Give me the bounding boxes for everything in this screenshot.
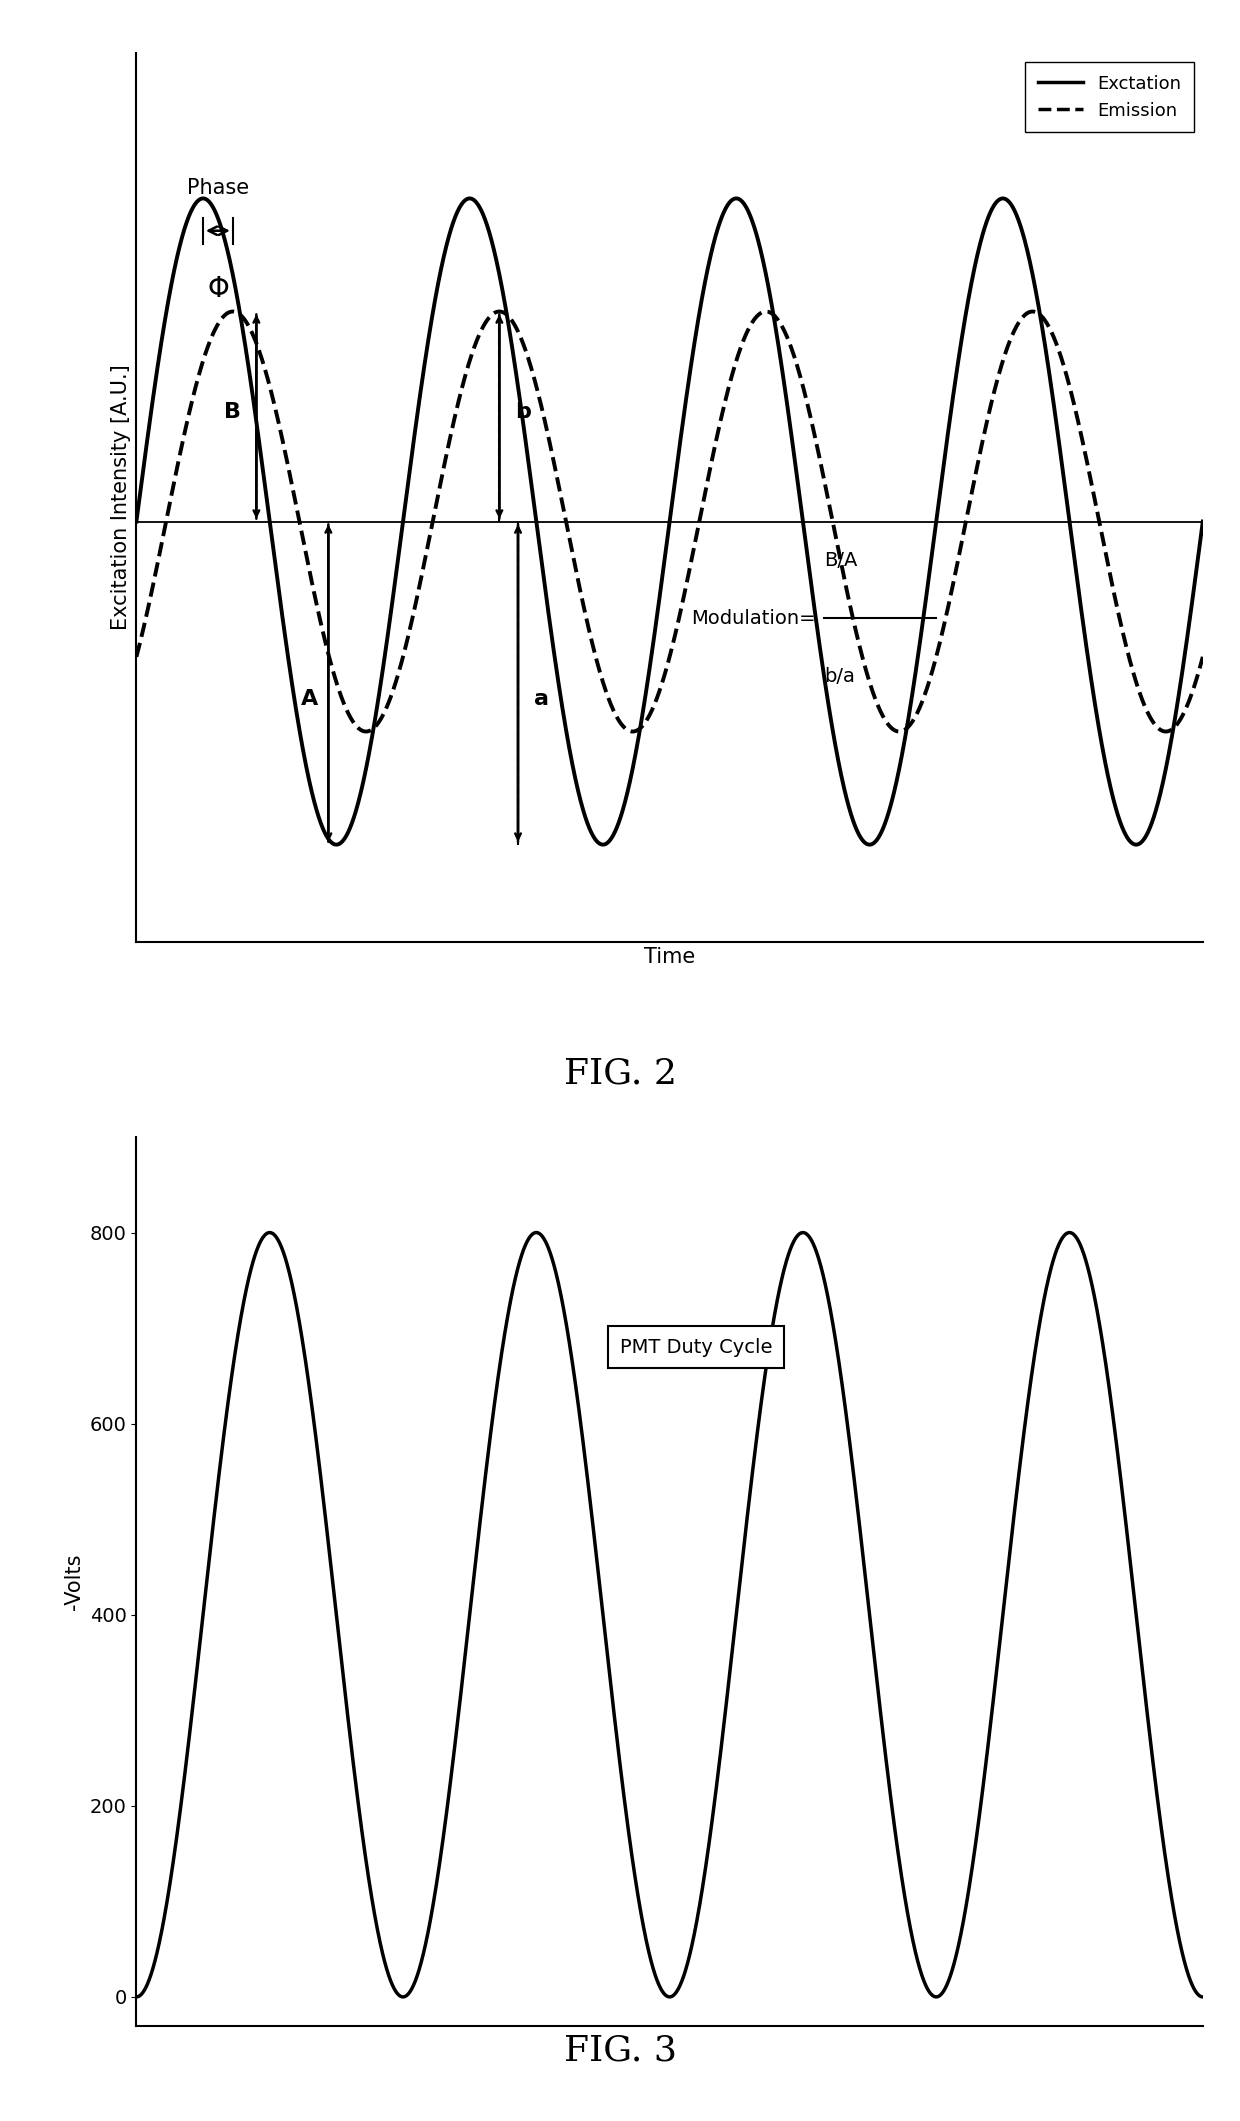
Exctation — [729, 187, 744, 212]
Emission — [226, 299, 241, 325]
Text: b: b — [516, 403, 531, 422]
Exctation — [538, 577, 553, 602]
Text: B: B — [224, 403, 241, 422]
Emission — [250, 335, 265, 361]
X-axis label: Time: Time — [644, 948, 696, 967]
Text: b/a: b/a — [825, 668, 856, 685]
Exctation — [595, 831, 610, 857]
Text: PMT Duty Cycle: PMT Duty Cycle — [620, 1338, 773, 1357]
Text: Phase: Phase — [187, 178, 249, 199]
Exctation — [1060, 494, 1075, 520]
Emission — [538, 411, 553, 437]
Legend: Exctation, Emission: Exctation, Emission — [1025, 62, 1194, 132]
Line: Emission: Emission — [136, 312, 1203, 732]
Text: $\Phi$: $\Phi$ — [207, 276, 229, 303]
Y-axis label: -Volts: -Volts — [64, 1553, 84, 1610]
Text: B/A: B/A — [825, 551, 858, 571]
Line: Exctation: Exctation — [136, 199, 1203, 844]
Emission — [1195, 645, 1210, 670]
Text: FIG. 2: FIG. 2 — [563, 1056, 677, 1090]
Emission — [1176, 702, 1190, 728]
Emission — [584, 630, 599, 655]
Text: Modulation=: Modulation= — [692, 609, 816, 628]
Text: FIG. 3: FIG. 3 — [563, 2034, 677, 2068]
Emission — [129, 645, 144, 670]
Emission — [314, 613, 329, 638]
Exctation — [1195, 509, 1210, 534]
Exctation — [314, 812, 329, 838]
Emission — [1158, 719, 1173, 744]
Y-axis label: Excitation Intensity [A.U.]: Excitation Intensity [A.U.] — [110, 365, 131, 630]
Text: a: a — [534, 689, 549, 708]
Emission — [1060, 365, 1075, 390]
Exctation — [129, 509, 144, 534]
Exctation — [1176, 658, 1190, 683]
Exctation — [584, 821, 599, 846]
Exctation — [250, 420, 265, 445]
Text: A: A — [301, 689, 319, 708]
